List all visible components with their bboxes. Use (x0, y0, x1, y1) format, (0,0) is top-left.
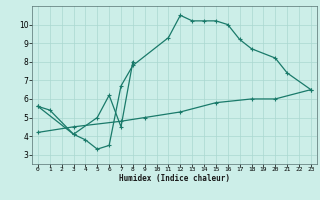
X-axis label: Humidex (Indice chaleur): Humidex (Indice chaleur) (119, 174, 230, 183)
